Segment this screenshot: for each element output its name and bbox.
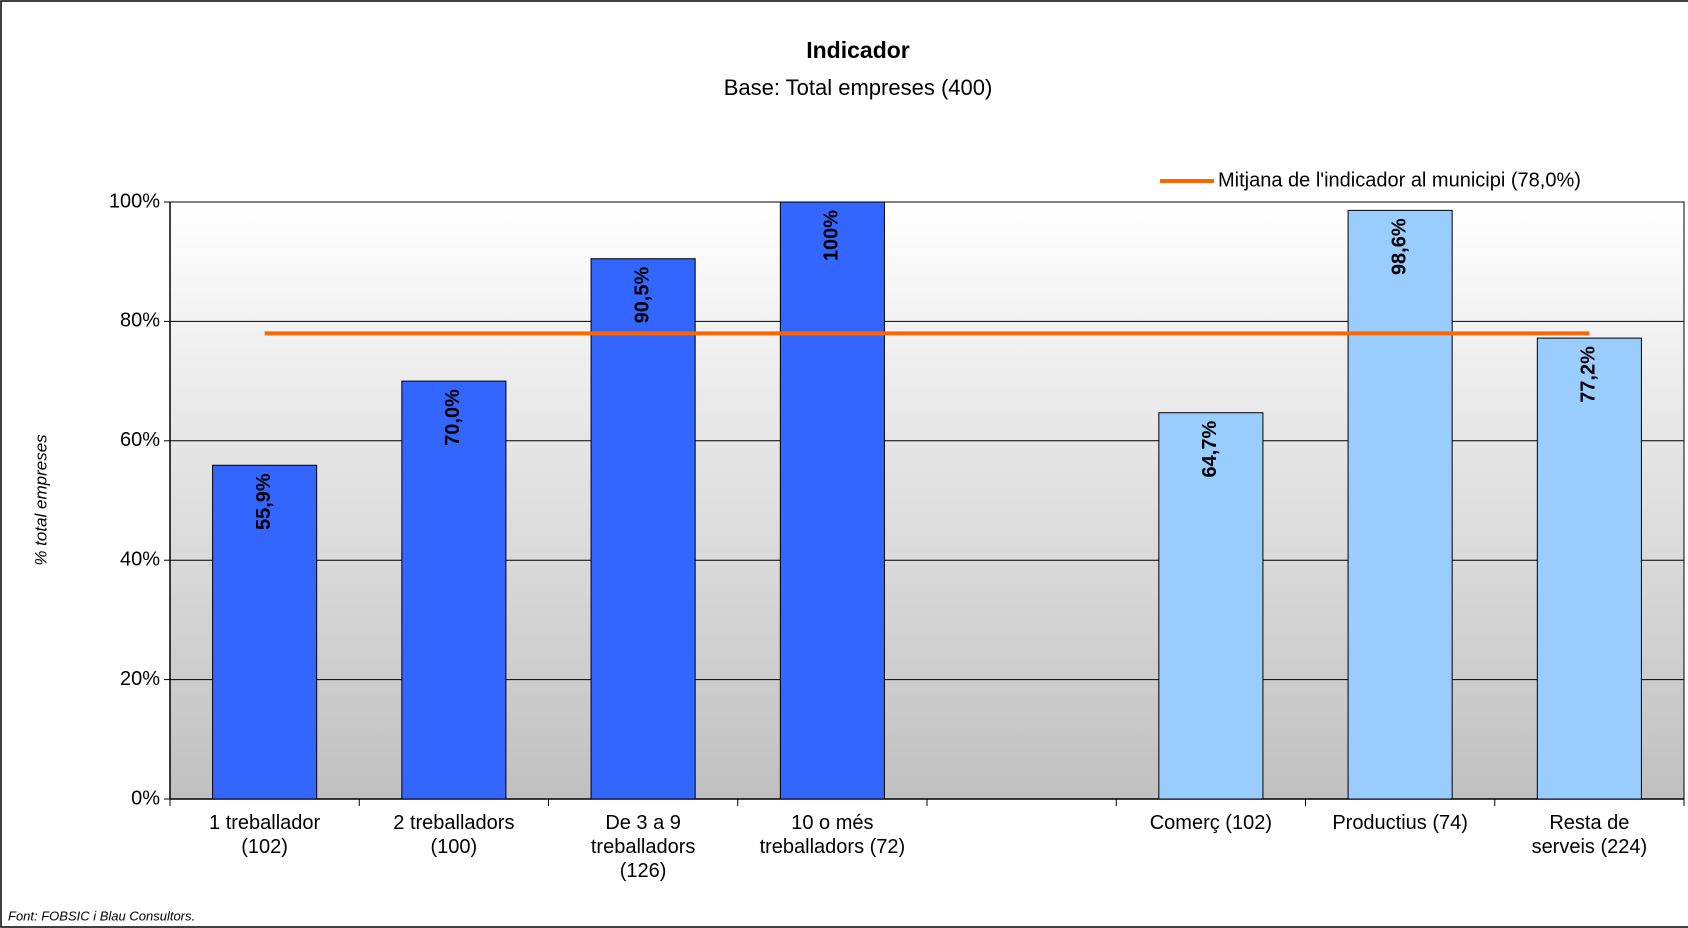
y-axis-title: % total empreses	[31, 434, 50, 566]
chart-subtitle: Base: Total empreses (400)	[724, 75, 993, 100]
footer: Font: FOBSIC i Blau Consultors.	[8, 908, 195, 923]
value-label: 64,7%	[1199, 421, 1221, 478]
value-label: 90,5%	[631, 267, 653, 324]
plot-area	[169, 201, 1685, 800]
y-tick-label: 40%	[120, 548, 160, 570]
bar	[1158, 412, 1264, 800]
x-tick-label: Comerç (102)	[1149, 812, 1272, 834]
value-label: 98,6%	[1388, 218, 1410, 275]
legend-label: Mitjana de l'indicador al municipi (78,0…	[1218, 169, 1581, 191]
x-tick-label: De 3 a 9 treballadors (126)	[590, 812, 696, 882]
y-tick-label: 80%	[120, 310, 160, 332]
y-tick-label: 60%	[120, 429, 160, 451]
value-label: 55,9%	[253, 473, 275, 530]
x-tick-label: 1 treballador (102)	[209, 812, 321, 858]
y-tick-label: 0%	[131, 787, 160, 809]
y-tick-label: 100%	[109, 190, 160, 212]
bar	[1347, 209, 1453, 800]
value-label: 70,0%	[442, 389, 464, 446]
value-label: 77,2%	[1578, 346, 1600, 403]
bar	[590, 258, 696, 800]
chart-title: Indicador	[806, 37, 910, 63]
x-tick-label: 10 o més treballadors (72)	[759, 812, 906, 858]
x-tick-label: Productius (74)	[1332, 812, 1468, 834]
bar	[401, 380, 507, 800]
bar	[779, 201, 885, 800]
bar	[212, 464, 318, 800]
value-label: 100%	[821, 210, 843, 261]
x-tick-label: 2 treballadors (100)	[393, 812, 515, 858]
y-tick-label: 20%	[120, 668, 160, 690]
bar	[1536, 337, 1642, 800]
x-tick-label: Resta de serveis (224)	[1531, 812, 1648, 858]
